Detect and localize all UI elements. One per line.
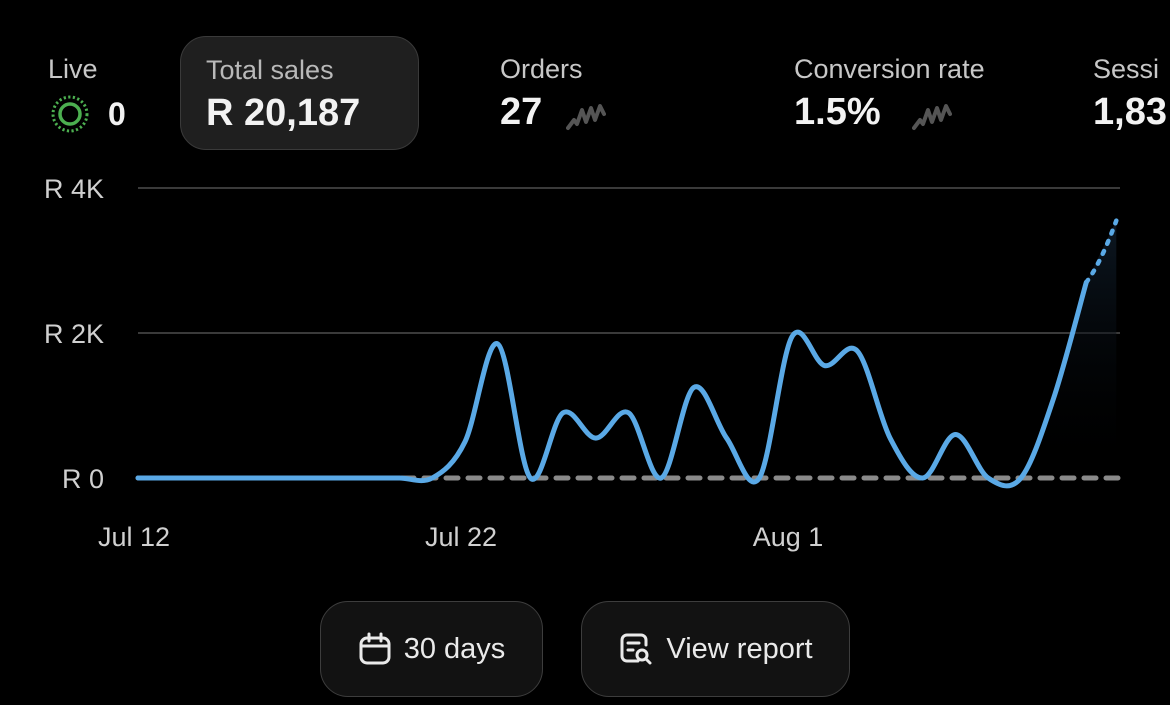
orders-sparkline-icon bbox=[566, 104, 606, 130]
view-report-label: View report bbox=[666, 632, 813, 665]
conversion-rate-metric[interactable]: Conversion rate 1.5% bbox=[794, 36, 1054, 150]
sessions-label: Sessi bbox=[1093, 54, 1160, 84]
orders-metric[interactable]: Orders 27 bbox=[500, 36, 700, 150]
live-visitors-metric[interactable]: Live 0 bbox=[48, 36, 148, 150]
total-sales-label: Total sales bbox=[206, 55, 334, 85]
view-report-button[interactable]: View report bbox=[581, 601, 850, 697]
conversion-rate-value: 1.5% bbox=[794, 91, 881, 133]
total-sales-metric[interactable]: Total sales R 20,187 bbox=[180, 36, 419, 150]
y-tick-label: R 0 bbox=[62, 464, 104, 494]
x-tick-label: Aug 1 bbox=[753, 522, 824, 552]
y-tick-label: R 4K bbox=[44, 174, 104, 204]
orders-value: 27 bbox=[500, 91, 543, 133]
sessions-metric[interactable]: Sessi 1,83 bbox=[1093, 36, 1170, 150]
total-sales-value: R 20,187 bbox=[206, 92, 361, 134]
date-range-label: 30 days bbox=[403, 632, 506, 665]
projected-series-line bbox=[1084, 218, 1119, 285]
calendar-icon bbox=[359, 632, 391, 665]
x-tick-label: Jul 12 bbox=[98, 522, 170, 552]
date-range-button[interactable]: 30 days bbox=[320, 601, 543, 697]
sales-chart: R 0 R 2K R 4K Jul 12 Jul 22 Aug 1 bbox=[0, 170, 1170, 570]
sales-chart-svg: R 0 R 2K R 4K Jul 12 Jul 22 Aug 1 bbox=[44, 174, 1122, 552]
metrics-bar: Live 0 Total sales R 20,187 Orders 27 Co… bbox=[0, 0, 1170, 170]
sales-series-line bbox=[135, 279, 1089, 489]
x-tick-label: Jul 22 bbox=[425, 522, 497, 552]
report-search-icon bbox=[620, 633, 652, 665]
live-indicator-icon bbox=[51, 95, 89, 133]
sessions-value: 1,83 bbox=[1093, 91, 1167, 133]
conversion-sparkline-icon bbox=[912, 104, 952, 130]
live-label: Live bbox=[48, 54, 98, 84]
y-tick-label: R 2K bbox=[44, 319, 104, 349]
orders-label: Orders bbox=[500, 54, 583, 84]
conversion-rate-label: Conversion rate bbox=[794, 54, 985, 84]
live-value: 0 bbox=[108, 96, 126, 132]
